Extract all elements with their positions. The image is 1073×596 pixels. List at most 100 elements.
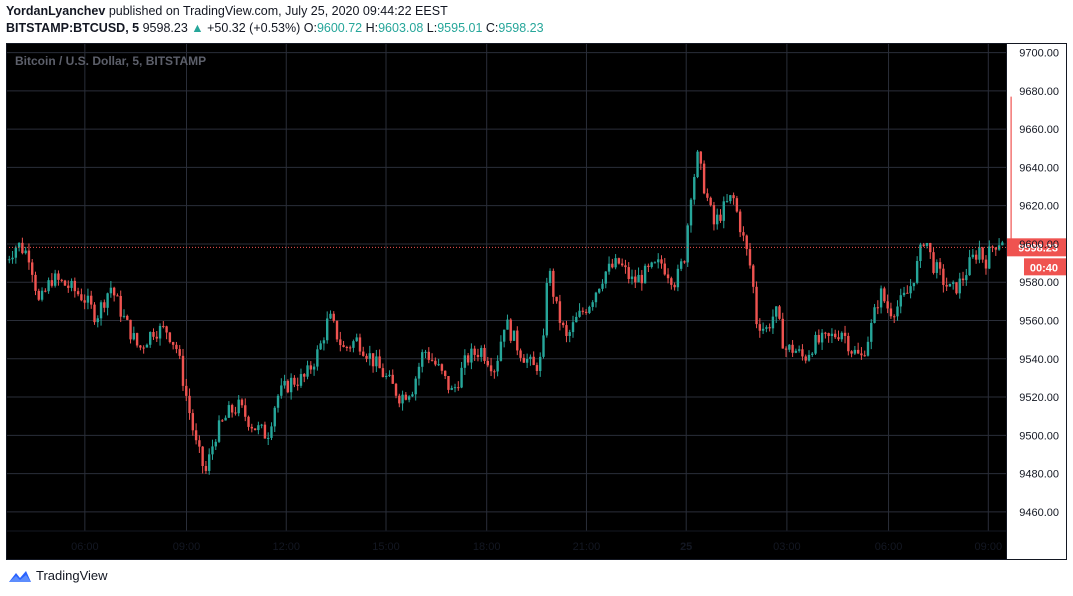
candle-body (17, 242, 21, 248)
candle-body (470, 348, 473, 363)
candle-body (247, 416, 250, 427)
candle-body (581, 310, 585, 312)
candle-body (457, 387, 460, 389)
candle-body (637, 274, 640, 283)
candle-body (407, 396, 411, 400)
candle-body (781, 318, 784, 349)
candle-body (234, 412, 237, 414)
candle-body (253, 428, 257, 431)
last-price: 9598.23 (142, 21, 188, 35)
candle-body (925, 242, 929, 246)
candle-body (837, 337, 840, 340)
low-label: L: (426, 21, 438, 35)
candles (6, 96, 1012, 475)
candlestick-chart[interactable]: Bitcoin / U.S. Dollar, 5, BITSTAMP 9598.… (6, 43, 1067, 560)
candle-body (860, 353, 863, 356)
candle-body (80, 294, 83, 301)
candle-body (525, 359, 529, 363)
candle-body (902, 292, 906, 296)
candle-body (224, 417, 227, 421)
candle-body (493, 371, 496, 373)
candle-body (112, 287, 116, 296)
candle-body (178, 349, 181, 356)
candle-body (352, 341, 355, 348)
candle-body (480, 347, 483, 357)
price-tick-label: 9700.00 (1019, 48, 1059, 60)
candle-body (339, 339, 342, 346)
candle-body (398, 395, 401, 404)
candle-body (391, 374, 394, 384)
publish-info: YordanLyanchev published on TradingView.… (6, 4, 448, 18)
candle-body (883, 288, 886, 302)
candle-body (309, 365, 313, 370)
candle-body (348, 347, 352, 349)
candle-body (945, 284, 948, 287)
tradingview-brand[interactable]: TradingView (8, 568, 108, 583)
candle-body (155, 336, 158, 339)
symbol-name[interactable]: BITSTAMP:BTCUSD, 5 (6, 21, 140, 35)
candle-body (443, 370, 447, 377)
candle-body (306, 365, 309, 377)
candle-body (250, 426, 254, 429)
candle-body (814, 334, 817, 354)
candle-body (742, 232, 745, 236)
candle-body (912, 282, 916, 287)
candle-body (21, 242, 24, 254)
price-tick-label: 9620.00 (1019, 201, 1059, 213)
candle-body (188, 395, 191, 414)
candle-body (204, 466, 208, 471)
candle-body (76, 291, 80, 295)
published-text: published on TradingView.com, July 25, 2… (108, 4, 448, 18)
price-axis[interactable]: 9460.00 9480.00 9500.00 9520.00 9540.00 9560.… (1019, 48, 1059, 519)
candle-body (70, 280, 73, 288)
price-tick-label: 9540.00 (1019, 354, 1059, 366)
countdown-tag-text: 00:40 (1030, 262, 1058, 274)
candle-body (185, 385, 188, 396)
candle-body (702, 163, 706, 194)
author-name[interactable]: YordanLyanchev (6, 4, 106, 18)
candle-body (709, 197, 712, 206)
candle-body (375, 356, 378, 367)
candle-body (434, 360, 437, 365)
symbol-legend: BITSTAMP:BTCUSD, 5 9598.23 ▲ +50.32 (+0.… (6, 21, 544, 35)
chart-watermark: Bitcoin / U.S. Dollar, 5, BITSTAMP (15, 54, 206, 68)
candle-body (145, 344, 149, 348)
candle-body (807, 354, 811, 361)
last-price-line: 9598.23 00:40 (6, 238, 1066, 276)
candle-body (539, 356, 542, 371)
candle-body (73, 280, 77, 292)
candle-body (545, 283, 548, 336)
candle-body (312, 366, 316, 370)
price-tick-label: 9560.00 (1019, 315, 1059, 327)
candle-body (191, 413, 195, 431)
brand-name: TradingView (36, 568, 108, 583)
candle-body (673, 284, 676, 288)
candle-body (689, 199, 693, 226)
candle-body (699, 151, 703, 164)
candle-body (788, 344, 791, 350)
candle-body (299, 374, 303, 386)
candle-body (965, 275, 968, 281)
price-tick-label: 9640.00 (1019, 162, 1059, 174)
candle-body (276, 395, 280, 408)
up-arrow-icon: ▲ (191, 21, 204, 35)
candle-body (50, 280, 54, 286)
candle-body (460, 367, 463, 388)
candle-body (893, 316, 896, 318)
candle-body (906, 292, 909, 294)
candle-body (322, 340, 326, 344)
close-label: C: (485, 21, 499, 35)
time-axis[interactable]: 06:00 09:00 12:00 15:00 18:00 21:00 25 03:00 06:… (71, 541, 1002, 553)
candle-body (325, 318, 329, 341)
candle-body (932, 252, 935, 273)
candle-body (588, 306, 591, 313)
candle-body (152, 332, 155, 337)
close-value: 9598.23 (498, 21, 544, 35)
candle-body (971, 254, 975, 258)
low-value: 9595.01 (437, 21, 483, 35)
candle-body (388, 374, 391, 376)
candle-body (909, 286, 912, 294)
candle-body (463, 355, 467, 368)
candle-body (791, 344, 794, 353)
price-tick-label: 9580.00 (1019, 277, 1059, 289)
